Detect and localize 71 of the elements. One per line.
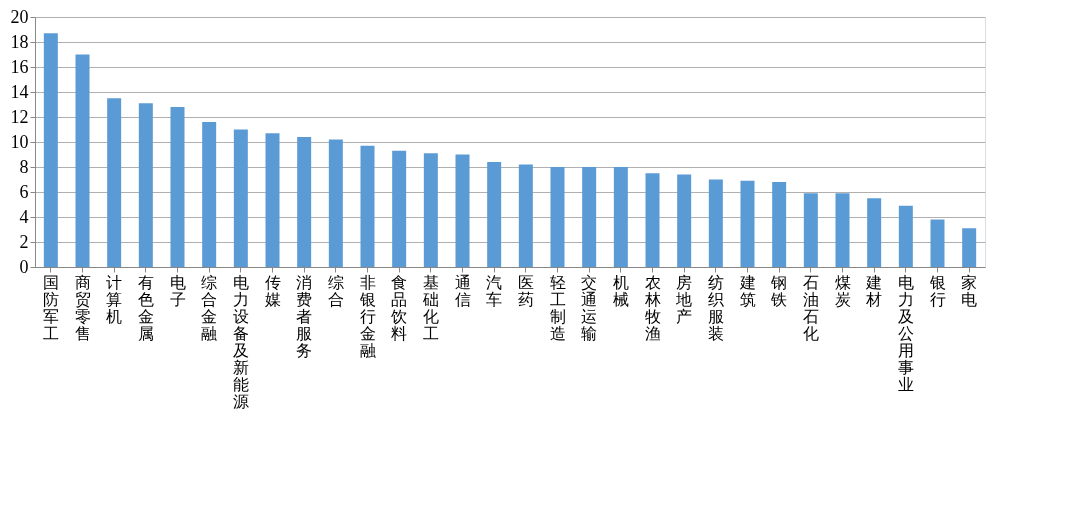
x-tick-label: 交通运输 [581, 273, 598, 342]
bar [233, 129, 248, 267]
x-tick-label: 医药 [517, 273, 534, 308]
x-tick-label: 家电 [961, 273, 978, 308]
x-tick-label: 石油石化 [802, 273, 819, 342]
x-tick-label: 传媒 [264, 273, 281, 308]
x-tick-label: 建筑 [738, 273, 756, 308]
x-tick-label: 有色金属 [137, 273, 154, 342]
bar [202, 122, 217, 267]
x-tick-label: 汽车 [486, 273, 503, 308]
x-tick-label: 煤炭 [834, 273, 851, 308]
bar [613, 167, 628, 267]
x-tick-label: 轻工制造 [549, 273, 566, 342]
y-tick-label: 0 [19, 256, 29, 277]
y-tick-label: 4 [19, 206, 29, 227]
bar [708, 179, 723, 267]
bar [360, 145, 375, 267]
bar [455, 154, 470, 267]
x-tick-label: 消费者服务 [296, 273, 313, 359]
x-tick-label: 农林牧渔 [643, 273, 661, 342]
bar [867, 198, 882, 267]
y-tick-label: 2 [19, 231, 29, 252]
y-tick-label: 18 [10, 31, 29, 52]
y-tick-label: 14 [10, 81, 29, 102]
bar [107, 98, 122, 267]
bar [265, 133, 280, 267]
bar [75, 54, 90, 267]
x-tick-label: 国防军工 [42, 273, 59, 342]
bar [962, 228, 977, 267]
bar [930, 219, 945, 267]
bar [328, 139, 343, 267]
y-tick-label: 16 [10, 56, 29, 77]
x-tick-label: 综合金融 [201, 273, 218, 342]
y-tick-label: 12 [10, 106, 29, 127]
x-tick-label: 电力及公用事业 [897, 273, 914, 393]
x-tick-label: 商贸零售 [74, 273, 91, 342]
bar [43, 33, 58, 267]
bar [423, 153, 438, 267]
bar [297, 137, 312, 267]
x-tick-label: 电子 [169, 273, 186, 308]
x-tick-label: 钢铁 [770, 273, 788, 308]
x-tick-label: 食品饮料 [390, 273, 408, 342]
bar [138, 103, 153, 267]
x-tick-label: 电力设备及新能源 [232, 273, 249, 410]
x-tick-label: 基础化工 [421, 273, 439, 342]
bar [582, 167, 597, 267]
x-tick-label: 建材 [865, 273, 883, 308]
bar [550, 167, 565, 267]
bar [772, 182, 787, 267]
bar [518, 164, 533, 267]
x-tick-label: 纺织服装 [707, 273, 724, 342]
bar [487, 162, 502, 267]
bar [677, 174, 692, 267]
bar [170, 107, 185, 267]
y-tick-label: 20 [10, 6, 29, 27]
bar [898, 205, 913, 267]
x-tick-label: 综合 [327, 273, 344, 308]
bar [645, 173, 660, 267]
x-tick-label: 计算机 [106, 273, 123, 325]
x-tick-label: 机械 [612, 273, 629, 308]
bar [803, 193, 818, 267]
x-tick-label: 房地产 [675, 273, 693, 325]
y-tick-label: 6 [19, 181, 29, 202]
bar [835, 193, 850, 267]
y-tick-label: 8 [19, 156, 29, 177]
bar [392, 150, 407, 267]
x-tick-label: 非银行金融 [358, 273, 376, 359]
y-tick-label: 10 [10, 131, 29, 152]
bar [740, 180, 755, 267]
x-tick-label: 通信 [454, 273, 471, 308]
x-tick-label: 银行 [928, 273, 946, 308]
